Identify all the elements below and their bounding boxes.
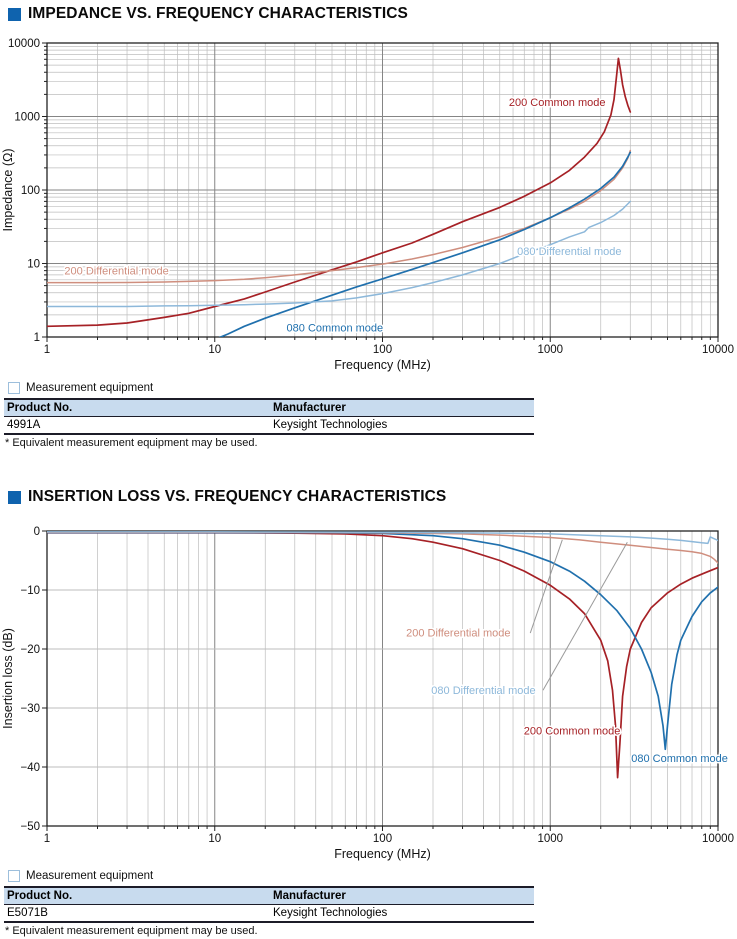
y-axis-label: Impedance (Ω) — [1, 149, 15, 232]
y-tick-label: 1 — [34, 332, 40, 344]
annotation-080-differential-mode: 080 Differential mode — [431, 685, 535, 697]
column-header-manufacturer: Manufacturer — [270, 399, 534, 417]
x-axis-label: Frequency (MHz) — [334, 358, 431, 372]
x-axis-label: Frequency (MHz) — [334, 847, 431, 861]
square-bullet-icon — [8, 382, 20, 394]
curves-group — [47, 531, 718, 779]
curve-080-common-mode — [218, 151, 632, 337]
leader-line-200-differential-mode — [529, 539, 563, 634]
x-tick-label: 1 — [44, 833, 50, 845]
y-tick-label: −30 — [20, 703, 40, 715]
plot-border — [46, 42, 719, 338]
curve-200-common-mode — [47, 531, 718, 779]
product-no-cell: 4991A — [7, 419, 41, 431]
x-tick-label: 10000 — [702, 833, 734, 845]
section-title-insertion-loss: INSERTION LOSS VS. FREQUENCY CHARACTERIS… — [8, 488, 446, 506]
measurement-equipment-label: Measurement equipment — [26, 382, 154, 394]
equipment-table: Product No. Manufacturer 4991A Keysight … — [4, 398, 534, 435]
y-tick-label: −50 — [20, 821, 40, 833]
equipment-footnote: * Equivalent measurement equipment may b… — [5, 437, 258, 449]
annotation-080-common-mode: 080 Common mode — [631, 753, 728, 765]
y-tick-label: 100 — [21, 185, 40, 197]
measurement-equipment-block-2: Measurement equipment Product No. Manufa… — [4, 870, 534, 937]
measurement-equipment-label: Measurement equipment — [26, 870, 154, 882]
equipment-label-row: Measurement equipment — [8, 870, 534, 882]
equipment-footnote: * Equivalent measurement equipment may b… — [5, 925, 258, 937]
annotation-200-differential-mode: 200 Differential mode — [406, 628, 510, 640]
leader-line-080-differential-mode — [542, 541, 628, 691]
curve-080-differential-mode — [47, 200, 632, 308]
equipment-table: Product No. Manufacturer E5071B Keysight… — [4, 886, 534, 923]
y-tick-label: 10 — [27, 259, 40, 271]
table-row: 4991A Keysight Technologies — [4, 417, 534, 435]
curve-080-differential-mode — [47, 531, 718, 545]
x-tick-label: 1000 — [537, 833, 563, 845]
y-tick-label: −40 — [20, 762, 40, 774]
x-tick-label: 1000 — [537, 344, 563, 356]
insertion-loss-chart-title: INSERTION LOSS VS. FREQUENCY CHARACTERIS… — [28, 488, 447, 505]
y-tick-label: 10000 — [8, 38, 40, 50]
section-title-impedance: IMPEDANCE VS. FREQUENCY CHARACTERISTICS — [8, 5, 408, 23]
impedance-vs-frequency-chart: 200 Common mode 200 Differential mode 080 … — [1, 38, 734, 372]
curve-200-differential-mode — [47, 149, 632, 284]
measurement-equipment-block-1: Measurement equipment Product No. Manufa… — [4, 382, 534, 449]
curves-group — [47, 57, 632, 337]
x-tick-label: 10 — [208, 344, 221, 356]
product-no-cell: E5071B — [7, 907, 48, 919]
y-tick-label: −10 — [20, 585, 40, 597]
annotation-200-common-mode: 200 Common mode — [524, 726, 621, 738]
curve-200-differential-mode — [47, 531, 718, 564]
equipment-label-row: Measurement equipment — [8, 382, 534, 394]
manufacturer-cell: Keysight Technologies — [273, 419, 388, 431]
x-tick-label: 100 — [373, 344, 392, 356]
x-tick-label: 10 — [208, 833, 221, 845]
impedance-chart-title: IMPEDANCE VS. FREQUENCY CHARACTERISTICS — [28, 5, 408, 22]
y-tick-label: −20 — [20, 644, 40, 656]
insertion-loss-vs-frequency-chart: 200 Differential mode 080 Differential mo… — [1, 526, 734, 861]
annotation-200-common-mode: 200 Common mode — [509, 97, 606, 109]
y-tick-label: 0 — [34, 526, 40, 538]
x-tick-label: 1 — [44, 344, 50, 356]
table-row: E5071B Keysight Technologies — [4, 905, 534, 923]
column-header-product-no: Product No. — [4, 399, 270, 417]
plot-border — [46, 530, 719, 827]
y-axis-label: Insertion loss (dB) — [1, 628, 15, 729]
annotation-080-common-mode: 080 Common mode — [287, 323, 384, 335]
table-header-row: Product No. Manufacturer — [4, 399, 534, 417]
curve-080-common-mode — [47, 531, 718, 751]
curve-200-common-mode — [47, 57, 632, 328]
title-square-icon — [8, 490, 21, 504]
column-header-manufacturer: Manufacturer — [270, 887, 534, 905]
x-tick-label: 10000 — [702, 344, 734, 356]
square-bullet-icon — [8, 870, 20, 882]
annotation-200-differential-mode: 200 Differential mode — [64, 266, 168, 278]
y-tick-label: 1000 — [14, 112, 40, 124]
annotation-080-differential-mode: 080 Differential mode — [517, 246, 621, 258]
manufacturer-cell: Keysight Technologies — [273, 907, 388, 919]
title-square-icon — [8, 7, 21, 21]
x-tick-label: 100 — [373, 833, 392, 845]
column-header-product-no: Product No. — [4, 887, 270, 905]
table-header-row: Product No. Manufacturer — [4, 887, 534, 905]
